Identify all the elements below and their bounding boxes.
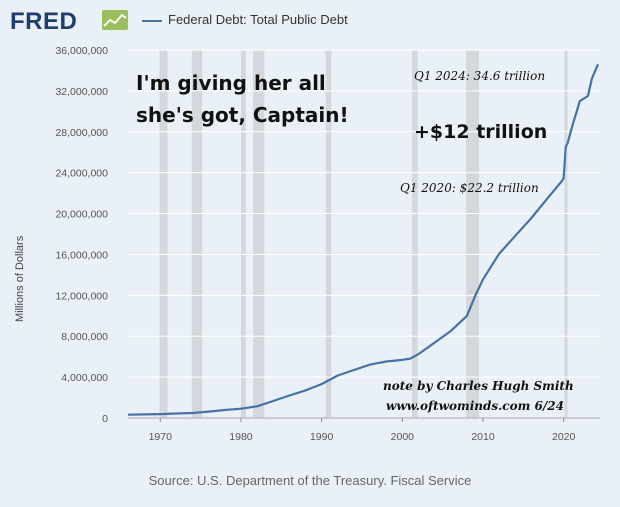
- y-tick-label: 32,000,000: [55, 86, 108, 98]
- source-note: Source: U.S. Department of the Treasury.…: [148, 473, 472, 488]
- recession-band: [564, 50, 568, 418]
- headline-line-2: she's got, Captain!: [136, 103, 349, 127]
- fred-logo: FRED: [10, 8, 78, 35]
- debt-series-line: [127, 63, 600, 416]
- debt-line-chart: 0 4,000,000 8,000,000 12,000,000 16,000,000 2…: [55, 45, 600, 443]
- legend-swatch: [142, 20, 162, 22]
- recession-band: [325, 50, 332, 418]
- legend-label: Federal Debt: Total Public Debt: [168, 12, 348, 27]
- chart-line-icon: [102, 10, 128, 30]
- y-tick-label: 36,000,000: [55, 45, 108, 57]
- recession-band: [412, 50, 418, 418]
- y-tick-label: 4,000,000: [61, 372, 108, 384]
- note-line-2: www.oftwominds.com 6/24: [386, 399, 564, 413]
- y-tick-label: 8,000,000: [61, 331, 108, 343]
- x-tick-label: 2010: [471, 431, 495, 443]
- q1-2020-annotation: Q1 2020: $22.2 trillion: [400, 181, 539, 195]
- y-tick-label: 0: [102, 413, 108, 425]
- recession-band: [253, 50, 265, 418]
- note-line-1: note by Charles Hugh Smith: [383, 379, 574, 393]
- recession-band: [191, 50, 203, 418]
- q1-2024-annotation: Q1 2024: 34.6 trillion: [414, 69, 545, 83]
- x-tick-label: 2000: [391, 431, 415, 443]
- y-tick-label: 16,000,000: [55, 249, 108, 261]
- increase-annotation: +$12 trillion: [414, 121, 547, 143]
- x-tick-label: 1980: [229, 431, 253, 443]
- y-tick-label: 24,000,000: [55, 168, 108, 180]
- x-tick-label: 1990: [310, 431, 334, 443]
- y-tick-label: 28,000,000: [55, 127, 108, 139]
- x-tick-label: 2020: [552, 431, 576, 443]
- y-tick-label: 20,000,000: [55, 209, 108, 221]
- x-tick-label: 1970: [149, 431, 173, 443]
- recession-band: [466, 50, 479, 418]
- recession-band: [159, 50, 168, 418]
- recession-band: [240, 50, 246, 418]
- headline-line-1: I'm giving her all: [136, 71, 326, 95]
- y-tick-label: 12,000,000: [55, 290, 108, 302]
